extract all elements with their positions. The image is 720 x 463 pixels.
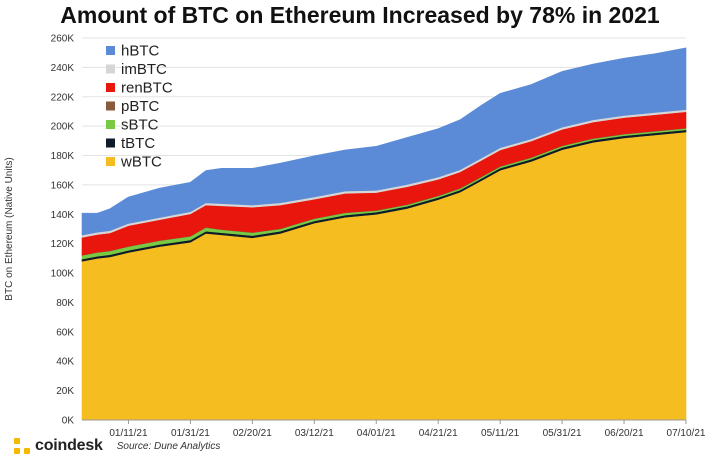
x-tick-label: 06/20/21 (605, 428, 644, 439)
x-tick-label: 01/31/21 (171, 428, 210, 439)
coindesk-logo-icon (14, 438, 30, 454)
legend-swatch-wbtc (106, 157, 115, 166)
x-tick-label: 04/01/21 (357, 428, 396, 439)
legend-label-wbtc: wBTC (120, 154, 162, 171)
x-tick-label: 07/10/21 (667, 428, 706, 439)
area-hbtc (81, 47, 687, 236)
legend-label-sbtc: sBTC (121, 117, 159, 134)
series-areas (81, 47, 687, 421)
y-axis-label: BTC on Ethereum (Native Units) (4, 157, 15, 300)
y-tick-label: 20K (56, 386, 74, 397)
legend-swatch-renbtc (106, 83, 115, 92)
legend-swatch-tbtc (106, 138, 115, 148)
footer: coindesk Source: Dune Analytics (14, 437, 220, 455)
x-tick-label: 05/31/21 (543, 428, 582, 439)
x-tick-label: 02/20/21 (233, 428, 272, 439)
y-axis: 0K 20K 40K 60K 80K 100K 120K 140K 160K 180K 200K 22… (51, 34, 75, 427)
legend-swatch-imbtc (106, 64, 115, 74)
legend-swatch-pbtc (106, 101, 115, 111)
y-tick-label: 100K (51, 269, 75, 280)
y-tick-label: 200K (51, 122, 75, 133)
y-tick-label: 120K (51, 239, 75, 250)
y-tick-label: 160K (51, 180, 75, 191)
legend-label-imbtc: imBTC (121, 61, 167, 78)
legend-label-tbtc: tBTC (121, 135, 155, 152)
x-tick-label: 04/21/21 (419, 428, 458, 439)
chart-title: Amount of BTC on Ethereum Increased by 7… (60, 2, 660, 28)
legend-label-renbtc: renBTC (121, 80, 173, 97)
y-tick-label: 80K (56, 298, 74, 309)
y-tick-label: 0K (62, 416, 75, 427)
legend-label-hbtc: hBTC (121, 43, 160, 60)
y-tick-label: 60K (56, 327, 74, 338)
y-tick-label: 180K (51, 151, 75, 162)
x-tick-label: 05/11/21 (481, 428, 520, 439)
legend-swatch-hbtc (106, 46, 115, 55)
x-axis: 01/11/21 01/31/21 02/20/21 03/12/21 04/01/21… (82, 419, 706, 439)
legend-swatch-sbtc (106, 120, 115, 129)
x-tick-label: 03/12/21 (295, 428, 334, 439)
y-tick-label: 140K (51, 210, 75, 221)
y-tick-label: 260K (51, 34, 75, 45)
legend-label-pbtc: pBTC (121, 98, 160, 115)
y-tick-label: 40K (56, 357, 74, 368)
y-tick-label: 240K (51, 63, 75, 74)
x-tick-label: 01/11/21 (109, 428, 148, 439)
source-note: Source: Dune Analytics (116, 440, 221, 452)
brand-name: coindesk (35, 437, 103, 454)
y-tick-label: 220K (51, 92, 75, 103)
